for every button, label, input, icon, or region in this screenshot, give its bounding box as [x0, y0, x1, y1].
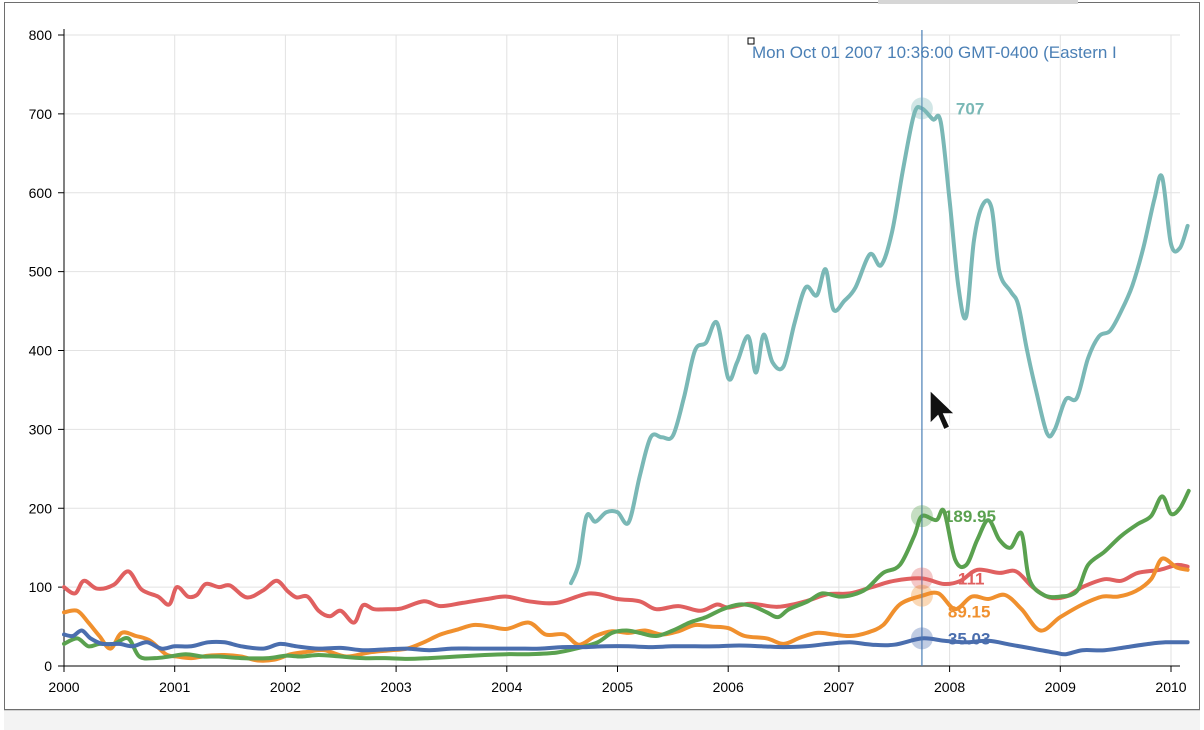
hover-value-red: 111 [958, 569, 985, 588]
series-line-red [62, 562, 1190, 625]
series-line-green [62, 488, 1191, 661]
x-tick-label: 2008 [934, 679, 965, 695]
hover-dot [910, 97, 933, 120]
x-tick-label: 2004 [491, 679, 522, 695]
hover-date-label: Mon Oct 01 2007 10:36:00 GMT-0400 (Easte… [752, 43, 1117, 62]
hover-value-blue: 35.03 [948, 629, 991, 648]
window-tab-edge [878, 0, 1078, 4]
series-line-teal [569, 104, 1190, 586]
hover-dot [910, 567, 933, 590]
y-tick-label: 0 [44, 658, 52, 674]
x-tick-label: 2006 [713, 679, 744, 695]
hover-dot [910, 584, 933, 607]
hover-value-orange: 89.15 [948, 603, 991, 622]
chart-window [4, 2, 1200, 710]
x-tick-label: 2000 [48, 679, 79, 695]
x-tick-label: 2007 [823, 679, 854, 695]
y-tick-label: 600 [29, 185, 53, 201]
x-tick-label: 2010 [1155, 679, 1186, 695]
hover-handle[interactable] [747, 37, 755, 45]
y-tick-label: 300 [29, 421, 53, 437]
x-tick-label: 2002 [270, 679, 301, 695]
x-tick-label: 2005 [602, 679, 633, 695]
x-tick-label: 2001 [159, 679, 190, 695]
x-tick-label: 2003 [381, 679, 412, 695]
hover-dot [910, 505, 933, 528]
hover-dots [910, 97, 933, 650]
y-tick-label: 100 [29, 579, 53, 595]
y-tick-label: 800 [29, 27, 53, 43]
hover-dot [910, 627, 933, 650]
mouse-cursor-icon [929, 388, 957, 431]
x-tick-label: 2009 [1045, 679, 1076, 695]
axes: 2000 2001 2002 2003 2004 2005 2006 2007 2008 2009… [29, 27, 1187, 695]
window-bottom-bar [4, 710, 1200, 730]
hover-value-green: 189.95 [944, 507, 996, 526]
series-group [62, 104, 1191, 663]
y-tick-label: 700 [29, 106, 53, 122]
y-tick-label: 200 [29, 500, 53, 516]
hover-value-labels: 707 189.95 111 89.15 35.03 [944, 99, 996, 648]
y-tick-label: 500 [29, 264, 53, 280]
y-tick-label: 400 [29, 343, 53, 359]
hover-value-teal: 707 [956, 99, 984, 118]
series-line-blue [62, 628, 1190, 657]
hover-overlay: Mon Oct 01 2007 10:36:00 GMT-0400 (Easte… [747, 30, 1117, 666]
